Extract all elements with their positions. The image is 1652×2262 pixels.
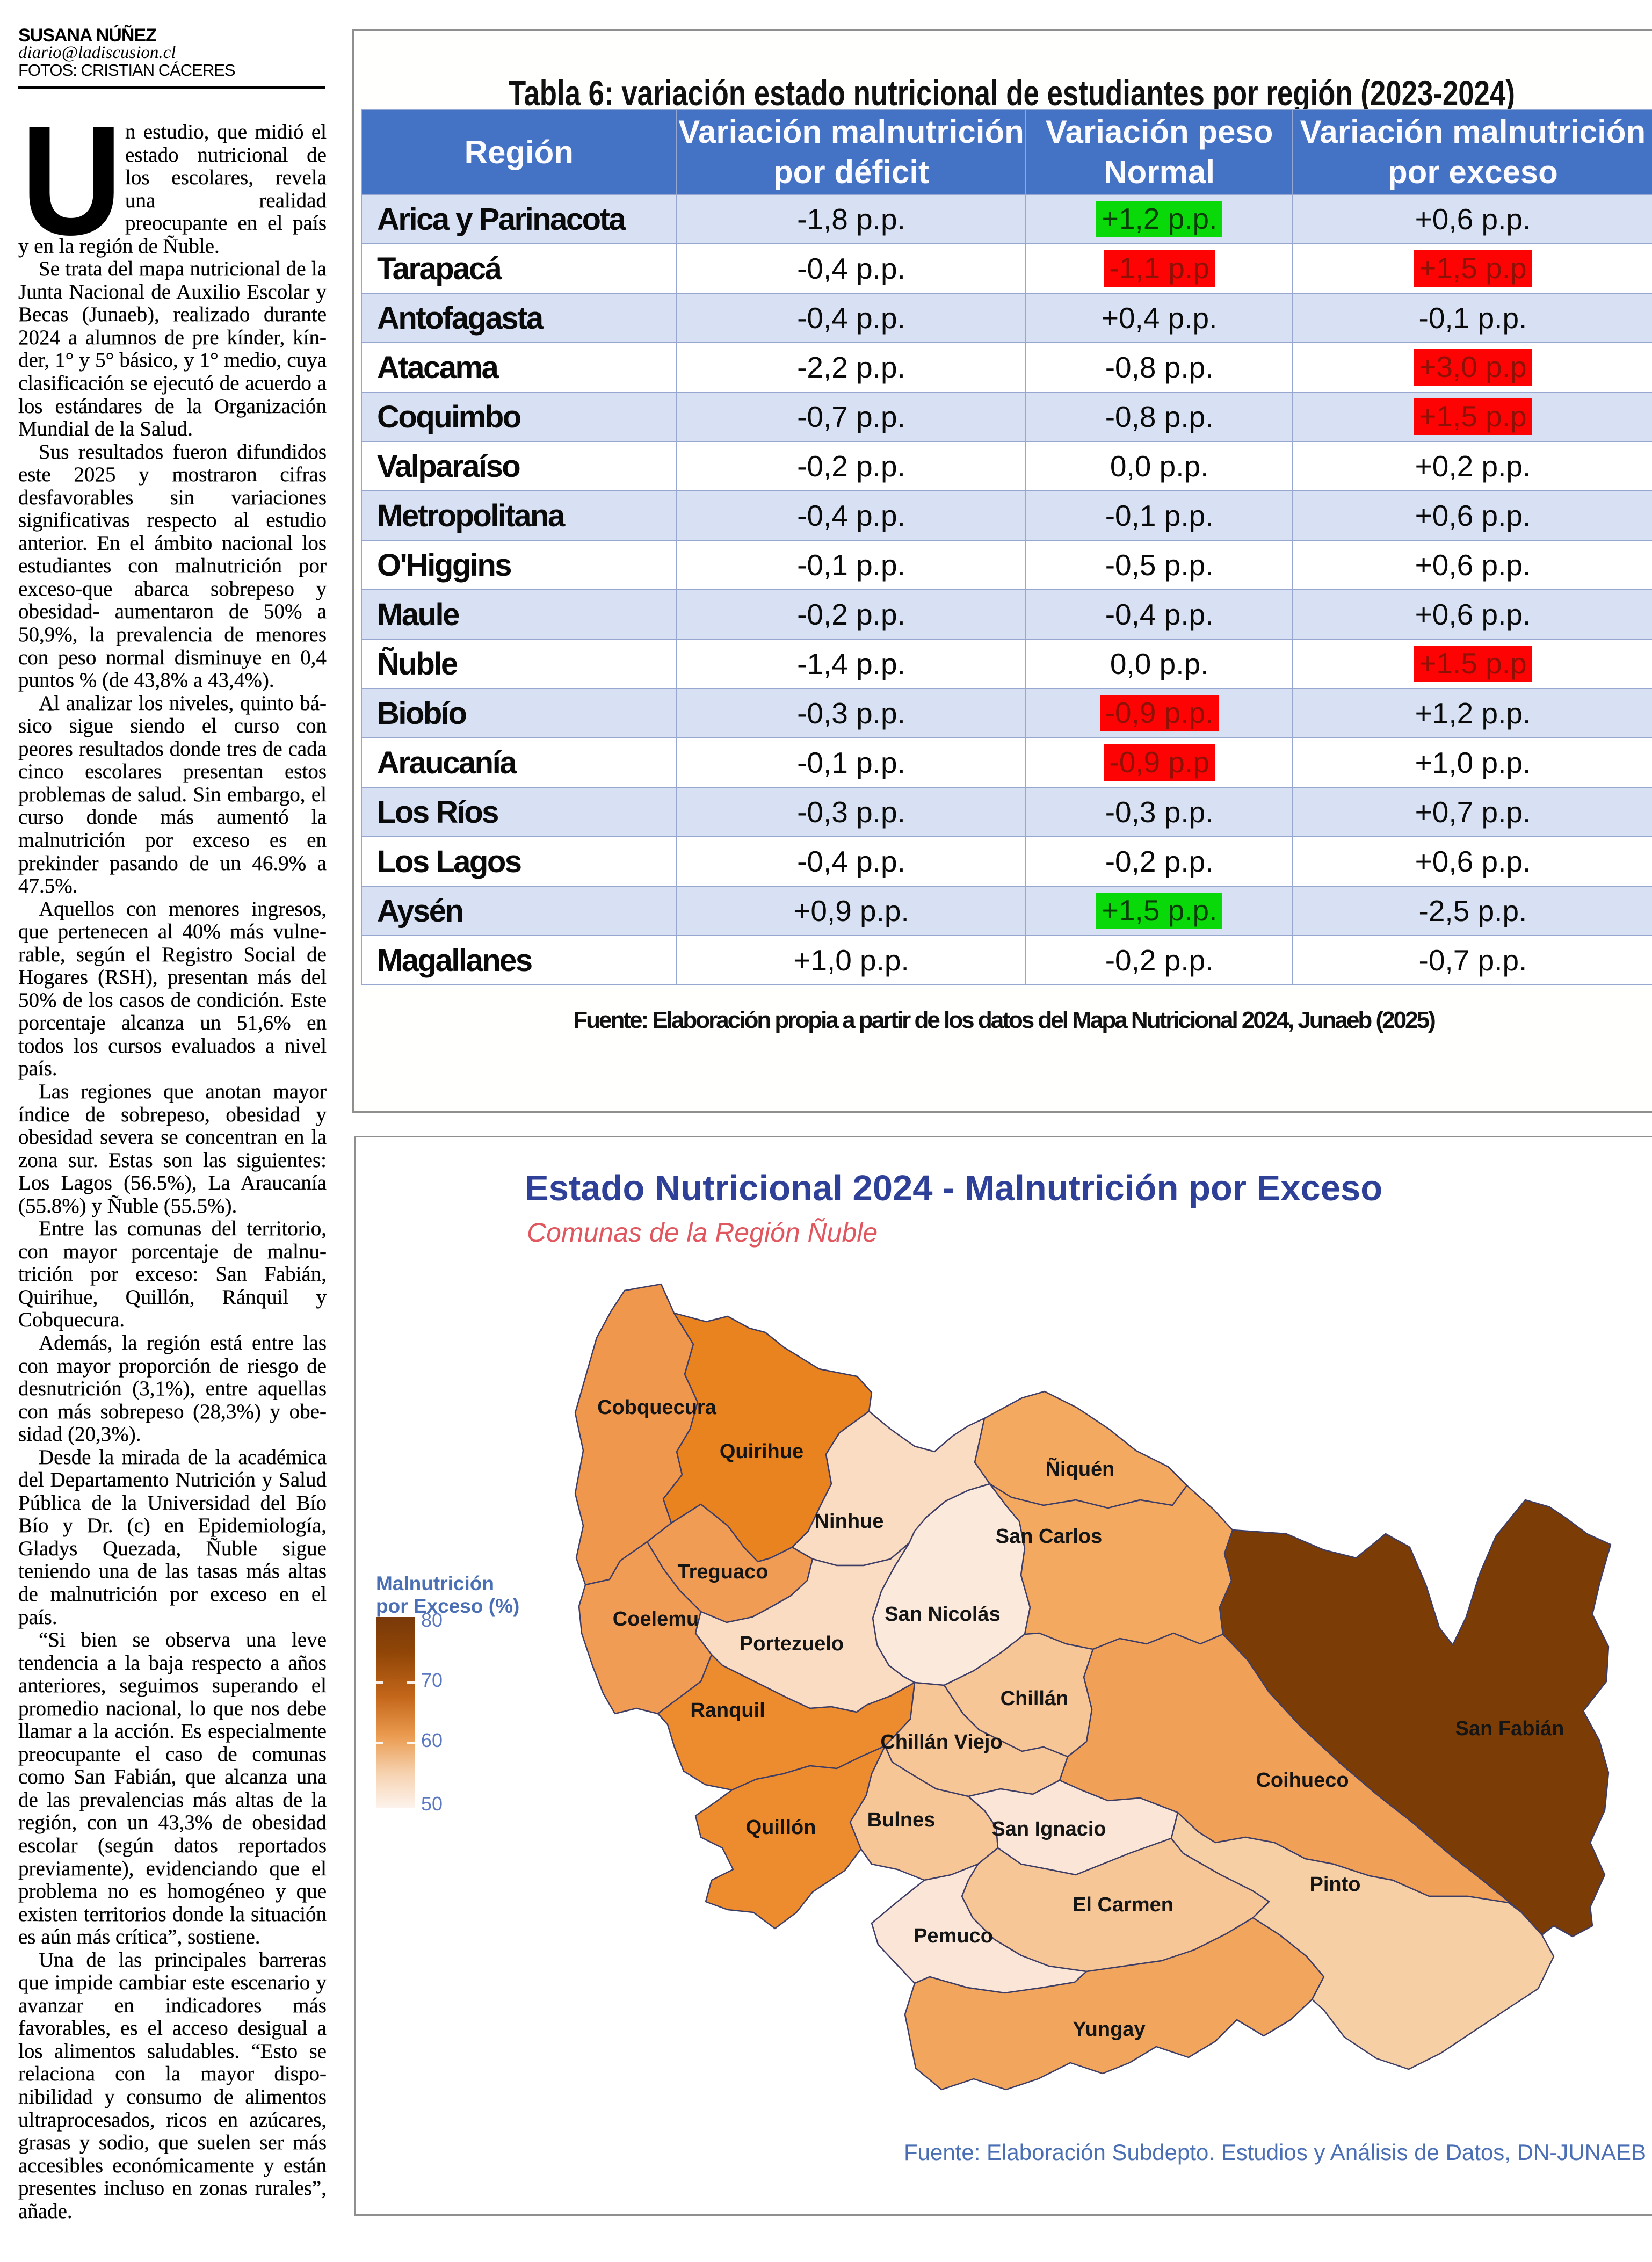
svg-text:Pemuco: Pemuco	[914, 1925, 993, 1947]
svg-text:Treguaco: Treguaco	[678, 1561, 769, 1583]
svg-text:Quillón: Quillón	[746, 1816, 816, 1839]
svg-text:El Carmen: El Carmen	[1073, 1894, 1173, 1916]
svg-text:Yungay: Yungay	[1073, 2018, 1145, 2041]
svg-text:Cobquecura: Cobquecura	[597, 1396, 717, 1419]
svg-text:Coihueco: Coihueco	[1256, 1769, 1349, 1792]
svg-text:Bulnes: Bulnes	[867, 1809, 936, 1831]
svg-text:Ninhue: Ninhue	[815, 1510, 884, 1533]
svg-text:70: 70	[421, 1669, 443, 1691]
svg-text:Ranquil: Ranquil	[690, 1699, 765, 1722]
svg-text:Chillán: Chillán	[1001, 1687, 1069, 1710]
svg-text:San Carlos: San Carlos	[996, 1525, 1103, 1548]
svg-text:60: 60	[421, 1729, 443, 1751]
svg-text:80: 80	[421, 1609, 443, 1631]
svg-text:50: 50	[421, 1793, 443, 1815]
svg-text:San Ignacio: San Ignacio	[991, 1818, 1106, 1840]
svg-text:Pinto: Pinto	[1310, 1873, 1361, 1896]
svg-text:por Exceso (%): por Exceso (%)	[376, 1595, 519, 1617]
svg-text:Ñiquén: Ñiquén	[1046, 1457, 1115, 1481]
svg-text:San Fabián: San Fabián	[1455, 1717, 1564, 1740]
svg-text:Coelemu: Coelemu	[613, 1608, 699, 1630]
svg-text:San Nicolás: San Nicolás	[885, 1603, 1000, 1626]
svg-text:Chillán Viejo: Chillán Viejo	[880, 1731, 1002, 1753]
svg-text:Quirihue: Quirihue	[720, 1440, 803, 1463]
svg-text:Portezuelo: Portezuelo	[740, 1633, 844, 1655]
svg-text:Malnutrición: Malnutrición	[376, 1572, 494, 1594]
